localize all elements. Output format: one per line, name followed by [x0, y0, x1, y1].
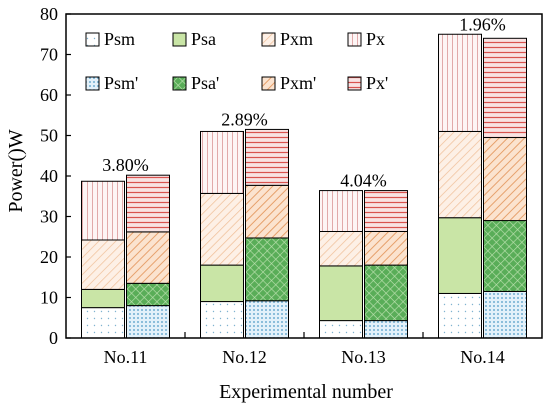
bar-segment-no14-px [438, 33, 482, 132]
y-tick-label: 0 [49, 328, 58, 348]
legend-swatch [347, 76, 362, 91]
x-tick-label: No.13 [341, 347, 386, 367]
x-axis-label: Experimental number [219, 381, 393, 403]
bar-segment-no13-psm-prime [364, 320, 408, 339]
legend-label: Px' [366, 73, 388, 93]
bar-segment-no14-pxm-prime [483, 137, 527, 222]
bars-layer [81, 33, 527, 339]
legend-label: Psm' [104, 73, 138, 93]
legend-label: Psa [191, 29, 216, 49]
legend-label: Px [366, 29, 385, 49]
y-tick-label: 10 [40, 288, 58, 308]
legend-swatch [261, 76, 276, 91]
bar-segment-no14-psm-prime [483, 290, 527, 339]
percentage-annotation: 3.80% [102, 155, 149, 175]
bar-segment-no11-psa [81, 288, 125, 309]
legend-label: Psm [104, 29, 135, 49]
percentage-annotation: 4.04% [340, 171, 387, 191]
x-tick-label: No.11 [104, 347, 148, 367]
bar-segment-no11-pxm [81, 239, 125, 290]
bar-segment-no12-pxm-prime [245, 184, 289, 239]
percentage-annotation: 1.96% [459, 14, 506, 34]
percentage-annotation: 2.89% [221, 109, 268, 129]
legend-swatch [172, 76, 187, 91]
legend-swatch [347, 32, 362, 47]
bar-segment-no12-psa-prime [245, 237, 289, 302]
bar-segment-no12-px-prime [245, 128, 289, 186]
legend-label: Psa' [191, 73, 219, 93]
bar-segment-no14-psm [438, 292, 482, 339]
bar-segment-no11-psm-prime [126, 305, 170, 339]
bar-segment-no14-pxm [438, 130, 482, 219]
legend-label: Pxm [280, 29, 313, 49]
bar-segment-no12-px [200, 130, 244, 194]
bar-segment-no11-px [81, 180, 125, 241]
bar-segment-no14-psa-prime [483, 220, 527, 292]
bar-segment-no13-psm [319, 320, 363, 339]
y-tick-label: 60 [40, 85, 58, 105]
bar-segment-no13-pxm [319, 230, 363, 267]
bar-segment-no13-px [319, 190, 363, 232]
y-tick-label: 70 [40, 45, 58, 65]
bar-segment-no12-psm [200, 301, 244, 339]
bar-segment-no13-psa-prime [364, 264, 408, 322]
legend-label: Pxm' [280, 73, 316, 93]
y-axis-label: Power()W [5, 129, 27, 212]
bar-segment-no12-psm-prime [245, 300, 289, 339]
y-tick-label: 40 [40, 166, 58, 186]
legend-swatch [85, 32, 100, 47]
y-tick-label: 80 [40, 4, 58, 24]
bar-segment-no11-psa-prime [126, 282, 170, 307]
bar-segment-no13-pxm-prime [364, 230, 408, 266]
x-tick-label: No.14 [460, 347, 505, 367]
bar-segment-no12-pxm [200, 192, 244, 266]
bar-segment-no11-px-prime [126, 174, 170, 233]
y-tick-label: 20 [40, 247, 58, 267]
y-tick-label: 50 [40, 126, 58, 146]
x-tick-label: No.12 [222, 347, 267, 367]
axes-layer: 0 10 20 30 40 50 60 70 80 No.11 No.12 No.13 No.14 [40, 4, 543, 367]
y-tick-label: 30 [40, 207, 58, 227]
bar-segment-no12-psa [200, 264, 244, 303]
bar-segment-no13-px-prime [364, 190, 408, 232]
legend-swatch [85, 76, 100, 91]
bar-segment-no11-psm [81, 307, 125, 339]
legend-swatch [261, 32, 276, 47]
annotations-layer: 3.80% 2.89% 4.04% 1.96% [102, 14, 506, 190]
bar-segment-no14-psa [438, 217, 482, 294]
bar-segment-no11-pxm-prime [126, 231, 170, 284]
legend: Psm Psa Pxm Px Psm' Psa' Pxm' Px' [85, 29, 388, 93]
bar-segment-no13-psa [319, 265, 363, 322]
bar-segment-no14-px-prime [483, 37, 527, 139]
legend-swatch [172, 32, 187, 47]
